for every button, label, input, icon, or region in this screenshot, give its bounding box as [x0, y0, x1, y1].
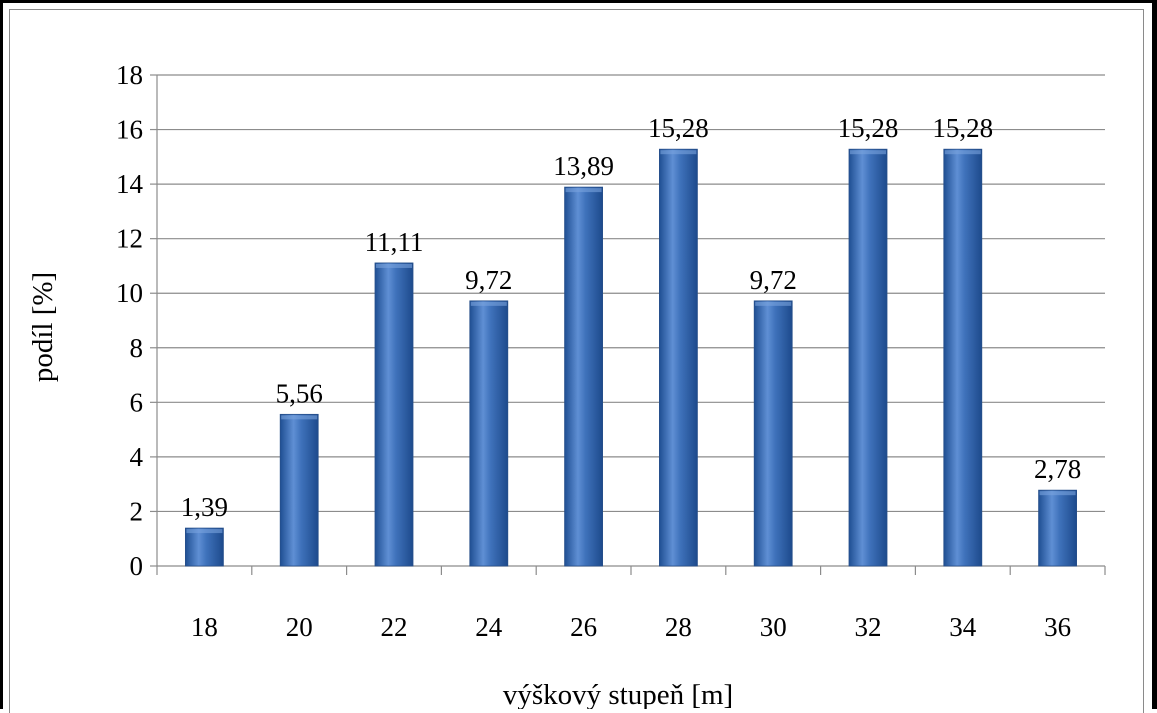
data-label: 13,89 [553, 151, 614, 181]
bar-highlight [660, 150, 697, 155]
y-tick-label: 16 [116, 115, 143, 145]
bar-26 [564, 186, 603, 567]
bar-32 [848, 148, 888, 567]
bar-highlight [376, 263, 412, 268]
bars [184, 148, 1077, 567]
data-label: 15,28 [932, 113, 993, 143]
data-label: 5,56 [276, 378, 323, 408]
y-tick-label: 14 [116, 169, 144, 199]
bar-30 [753, 300, 793, 567]
data-label: 11,11 [365, 227, 424, 257]
bar-highlight [755, 301, 792, 306]
bar-highlight [565, 188, 602, 193]
bar-20 [279, 413, 319, 567]
bar-highlight [470, 301, 507, 306]
x-tick-label: 18 [191, 612, 218, 642]
bar-highlight [1039, 491, 1076, 496]
bar-highlight [281, 415, 318, 420]
data-label: 9,72 [750, 265, 797, 295]
bar-34 [943, 148, 983, 567]
x-tick-label: 28 [665, 612, 692, 642]
bar-22 [374, 262, 414, 567]
y-tick-label: 4 [130, 442, 144, 472]
y-tick-label: 2 [130, 496, 144, 526]
y-tick-label: 18 [116, 60, 143, 90]
x-axis-title: výškový stupeň [m] [503, 679, 733, 709]
data-label: 2,78 [1034, 454, 1081, 484]
labels: 0246810121416181,39185,562011,11229,7224… [116, 60, 1081, 642]
y-tick-label: 0 [130, 551, 144, 581]
x-tick-label: 20 [286, 612, 313, 642]
bar-highlight [944, 150, 981, 155]
y-tick-label: 6 [130, 387, 144, 417]
data-label: 15,28 [648, 113, 709, 143]
y-tick-label: 10 [116, 278, 143, 308]
x-tick-label: 22 [381, 612, 408, 642]
x-tick-label: 34 [949, 612, 977, 642]
bar-highlight [850, 150, 886, 155]
bar-highlight [186, 529, 223, 534]
x-tick-label: 32 [855, 612, 882, 642]
bar-36 [1038, 489, 1077, 567]
y-axis-title: podíl [%] [27, 272, 59, 382]
bar-24 [469, 300, 509, 567]
chart-area-border [9, 9, 1144, 713]
y-tick-label: 12 [116, 224, 143, 254]
x-tick-label: 36 [1044, 612, 1071, 642]
data-label: 15,28 [838, 113, 899, 143]
x-tick-label: 26 [570, 612, 597, 642]
y-tick-label: 8 [130, 333, 144, 363]
data-label: 9,72 [465, 265, 512, 295]
x-tick-label: 24 [475, 612, 503, 642]
bar-28 [659, 148, 698, 567]
bar-18 [184, 527, 224, 567]
x-tick-label: 30 [760, 612, 787, 642]
data-label: 1,39 [181, 492, 228, 522]
